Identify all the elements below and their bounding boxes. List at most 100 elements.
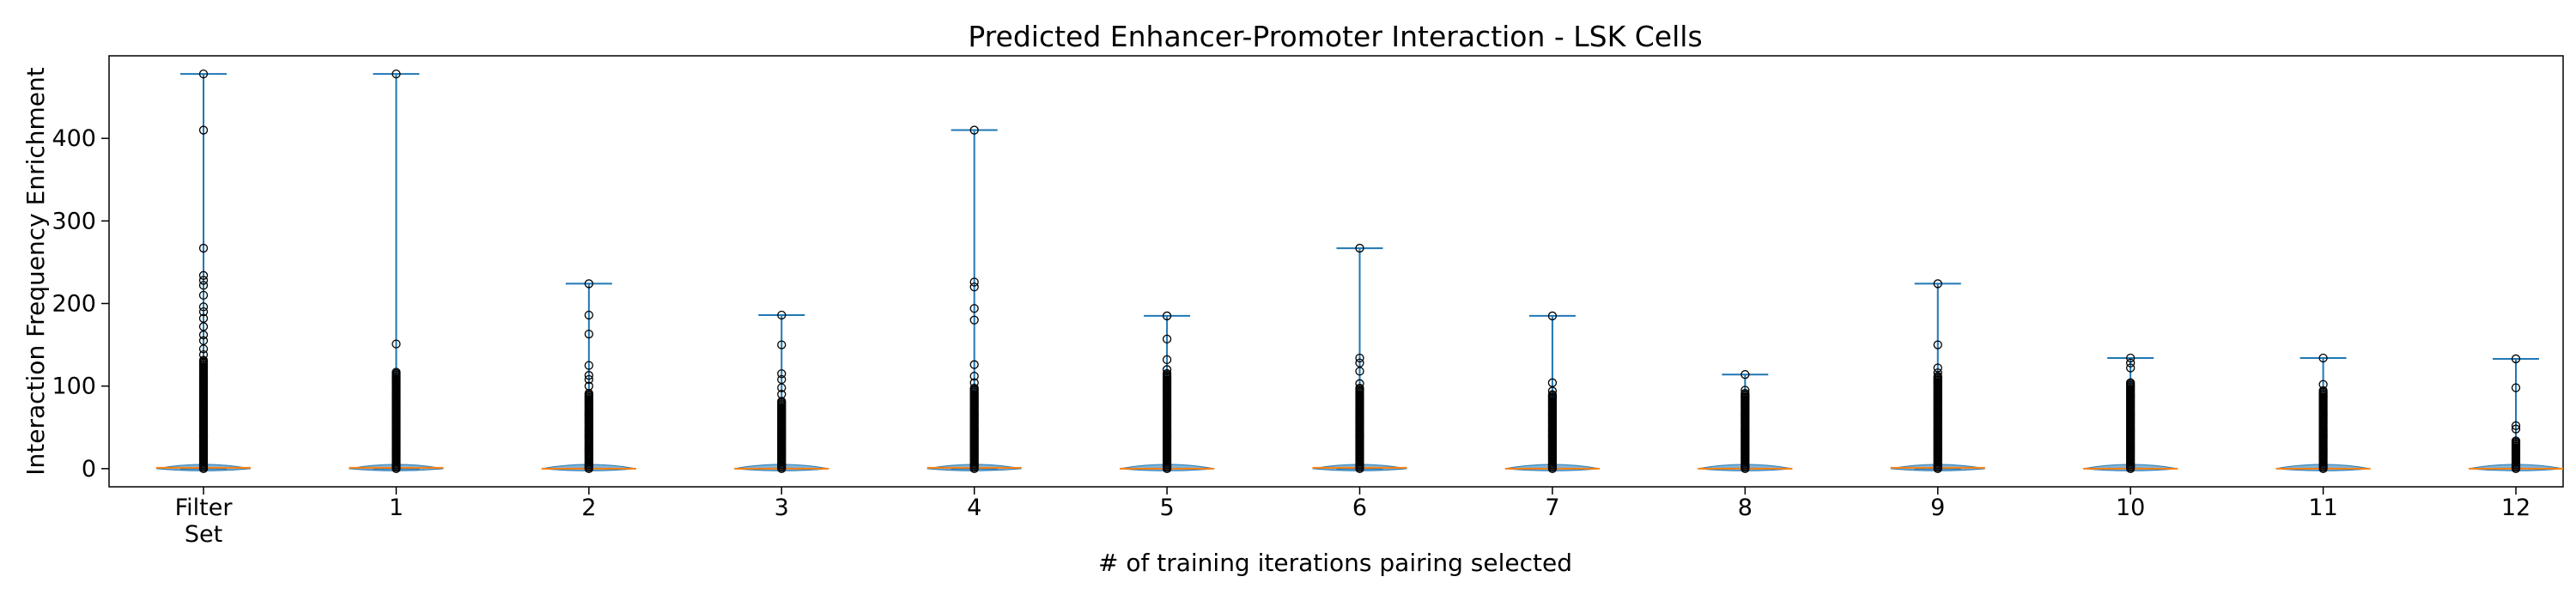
outlier-point: [1741, 370, 1750, 379]
violin-group: [2083, 353, 2178, 473]
x-tick-label: 8: [1738, 495, 1753, 521]
outlier-point: [584, 374, 593, 385]
x-tick-label: 1: [389, 495, 404, 521]
outlier-point: [584, 329, 593, 339]
outlier-point: [198, 276, 209, 285]
outlier-point: [1355, 243, 1364, 253]
x-tick-label: Filter Set: [175, 495, 234, 548]
x-tick-label: 11: [2308, 495, 2337, 521]
outlier-point: [2511, 424, 2521, 434]
violin-plot: [155, 70, 2564, 473]
x-tick-label: 5: [1159, 495, 1174, 521]
outlier-point: [1162, 311, 1172, 321]
outlier-point: [777, 383, 787, 392]
outlier-point: [1162, 334, 1172, 344]
outlier-point: [2318, 353, 2328, 363]
outlier-point: [969, 304, 979, 313]
outlier-point: [198, 307, 209, 317]
y-tick-label: 0: [82, 456, 96, 483]
outlier-point: [198, 344, 209, 354]
outlier-point: [198, 70, 209, 79]
outlier-point: [1162, 365, 1172, 374]
outlier-point: [198, 281, 209, 290]
outlier-point: [777, 340, 787, 349]
outlier-point: [198, 290, 209, 300]
outlier-point: [969, 125, 979, 135]
outlier-point: [1933, 363, 1942, 373]
violin-group: [541, 279, 636, 473]
x-tick-label: 6: [1352, 495, 1367, 521]
outlier-point: [1355, 367, 1364, 376]
chart-title: Predicted Enhancer-Promoter Interaction …: [968, 20, 1702, 53]
violin-group: [1312, 243, 1407, 473]
outlier-point: [969, 383, 979, 393]
outlier-point: [777, 397, 787, 406]
violin-group: [927, 125, 1022, 473]
outlier-point: [1741, 385, 1750, 395]
violin-group: [2275, 353, 2371, 473]
outlier-point: [198, 355, 209, 365]
violin-group: [1698, 370, 1793, 473]
outlier-point: [969, 360, 979, 369]
outlier-point: [2318, 385, 2328, 396]
outlier-point: [1162, 355, 1172, 365]
y-tick-label: 400: [52, 125, 96, 152]
outlier-point: [198, 243, 209, 253]
outlier-point: [584, 381, 593, 391]
outlier-point: [1933, 368, 1942, 378]
outlier-point: [777, 369, 787, 379]
outlier-point: [969, 282, 979, 292]
outlier-point: [2126, 363, 2136, 373]
x-tick-label: 9: [1930, 495, 1945, 521]
y-tick-label: 300: [52, 208, 96, 234]
x-tick-label: 12: [2501, 495, 2530, 521]
violin-group: [155, 70, 252, 473]
outlier-point: [584, 279, 593, 288]
x-tick-label: 10: [2116, 495, 2145, 521]
outlier-point: [1933, 340, 1942, 349]
outlier-point: [198, 270, 209, 280]
outlier-point: [392, 367, 401, 377]
outlier-point: [1547, 386, 1558, 396]
outlier-point: [2511, 383, 2521, 392]
outlier-point: [2126, 353, 2136, 363]
y-tick-label: 100: [52, 373, 96, 400]
outlier-point: [1355, 353, 1364, 363]
outlier-point: [2126, 358, 2136, 367]
y-axis-label: Interaction Frequency Enrichment: [21, 67, 50, 475]
outlier-point: [198, 302, 209, 312]
x-tick-label: 3: [775, 495, 789, 521]
outlier-point: [1547, 311, 1558, 321]
x-tick-label: 2: [581, 495, 596, 521]
outlier-point: [969, 315, 979, 325]
outlier-point: [584, 371, 593, 380]
violin-group: [1890, 279, 1985, 473]
outlier-point: [198, 330, 209, 340]
outlier-point: [198, 349, 209, 360]
violin-group: [349, 70, 444, 473]
x-axis-label: # of training iterations pairing selecte…: [1098, 549, 1572, 577]
x-tick-label: 4: [967, 495, 981, 521]
outlier-point: [392, 70, 401, 79]
outlier-point: [777, 310, 787, 320]
outlier-point: [392, 339, 401, 349]
y-axis: 0 100 200 300 400: [52, 125, 109, 483]
violin-group: [2468, 354, 2564, 473]
outlier-point: [1547, 390, 1558, 399]
outlier-point: [1355, 379, 1364, 388]
outlier-point: [198, 125, 209, 135]
outlier-point: [969, 371, 979, 381]
outlier-point: [1355, 383, 1364, 393]
outlier-point: [2126, 378, 2136, 387]
violin-group: [1119, 311, 1215, 473]
outlier-point: [1933, 279, 1942, 288]
y-tick-label: 200: [52, 291, 96, 318]
plot-area: [108, 55, 2564, 488]
outlier-point: [969, 378, 979, 387]
outlier-point: [584, 361, 593, 370]
outlier-point: [2511, 436, 2521, 446]
violin-group: [734, 310, 829, 473]
outlier-point: [1162, 368, 1172, 379]
